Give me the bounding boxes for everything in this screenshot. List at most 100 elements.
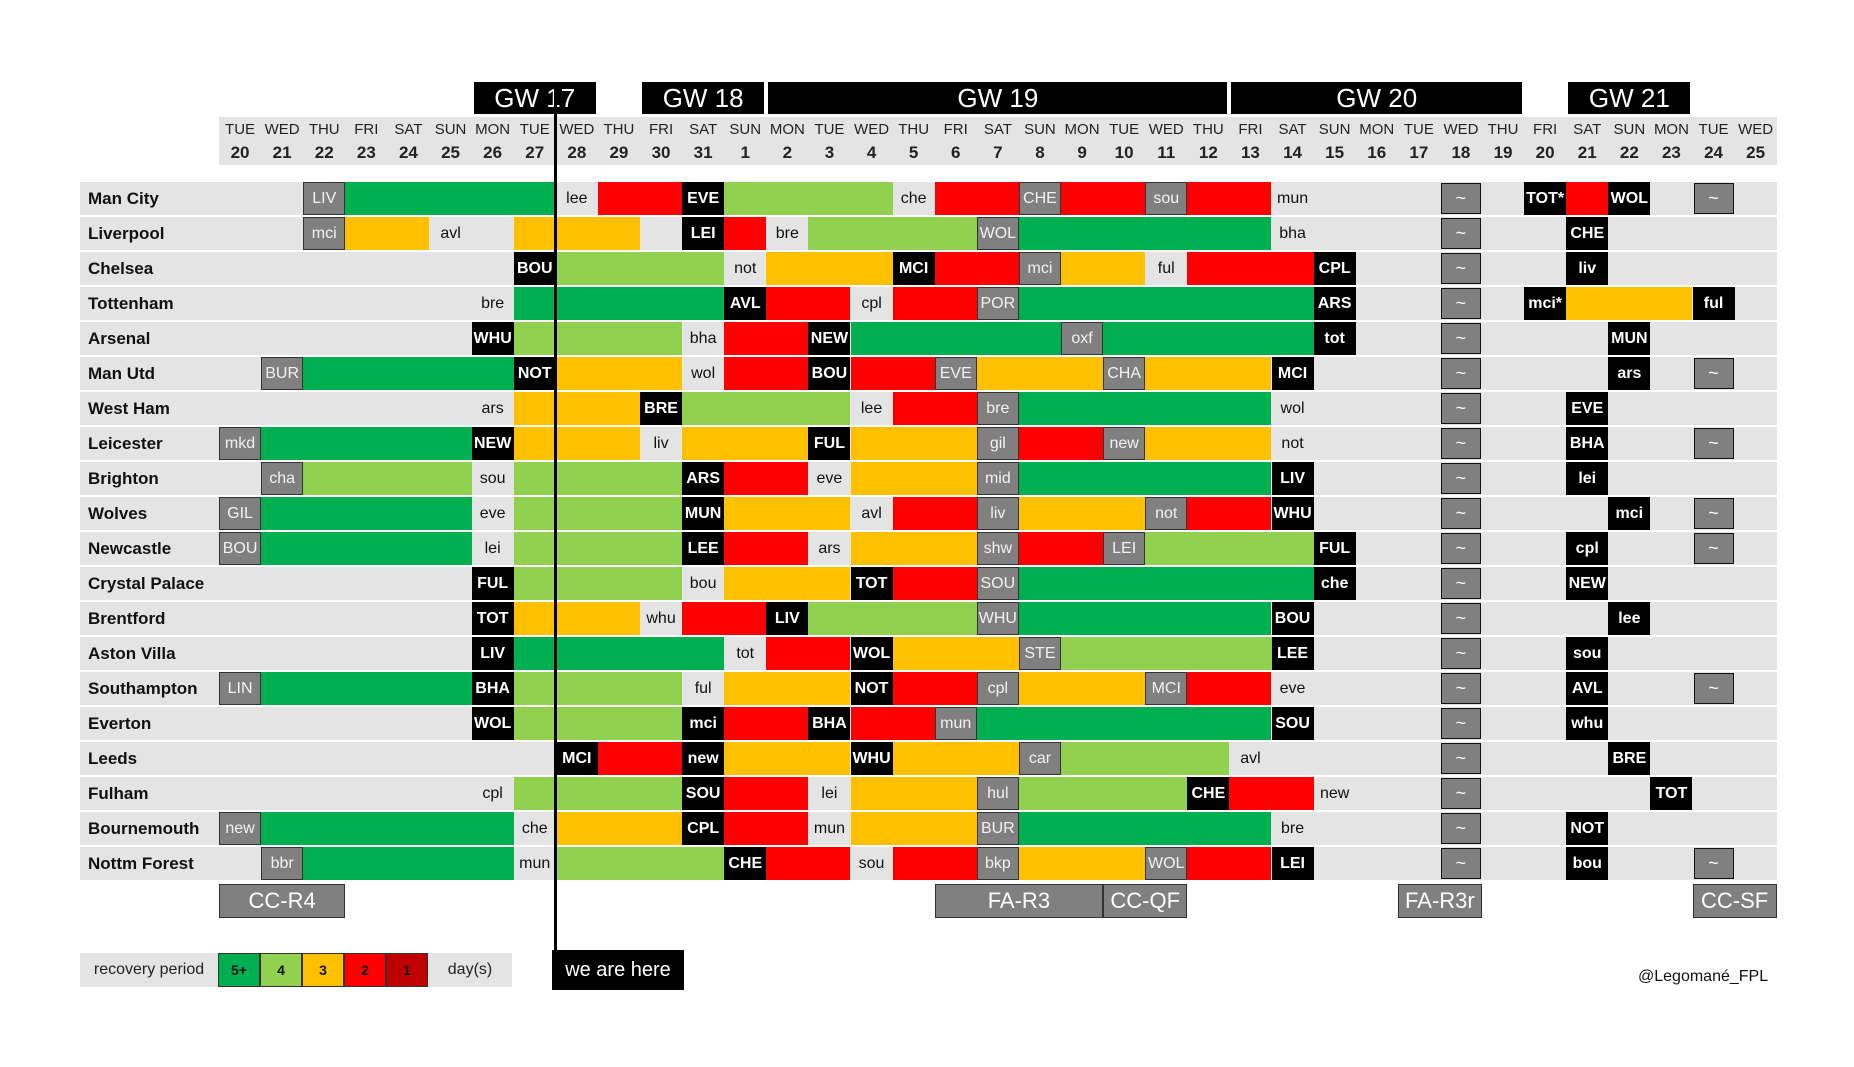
fixture-away-label: lee — [566, 189, 588, 207]
day-date: 12 — [1198, 143, 1218, 162]
cup-fixture-label: new — [219, 812, 262, 845]
fixture-away-label: new — [1319, 784, 1350, 802]
cup-fixture-label: POR — [976, 287, 1019, 320]
fixture-away-label: ful — [1157, 259, 1175, 277]
cup-round-label: CC-R4 — [219, 884, 346, 918]
day-of-week: SUN — [729, 120, 762, 138]
fixture-away-label: mun — [519, 854, 551, 872]
fixture-home-label: liv — [1566, 252, 1609, 285]
day-date: 25 — [441, 143, 460, 162]
recovery-bar — [1061, 182, 1146, 215]
legend-swatch: 4 — [260, 953, 302, 987]
day-of-week: FRI — [1238, 120, 1263, 138]
recovery-bar — [1061, 637, 1272, 670]
gameweek-header: GW 20 — [1231, 82, 1523, 114]
recovery-bar — [1018, 672, 1146, 705]
recovery-bar — [892, 287, 977, 320]
recovery-bar — [261, 497, 472, 530]
fixture-home-label: SOU — [682, 777, 725, 810]
cup-fixture-label: LIV — [303, 182, 346, 215]
cup-fixture-label: new — [1103, 427, 1146, 460]
fixture-home-label: bou — [1566, 847, 1609, 880]
team-name: Leicester — [88, 433, 163, 453]
recovery-bar — [1187, 672, 1272, 705]
cup-fixture-label: bre — [976, 392, 1019, 425]
legend-suffix: day(s) — [447, 961, 493, 978]
fixture-home-label: MUN — [1608, 322, 1651, 355]
day-of-week: THU — [898, 120, 930, 138]
fixture-home-label: whu — [1566, 707, 1609, 740]
team-name: Crystal Palace — [88, 573, 205, 593]
day-date: 19 — [1493, 143, 1513, 162]
fixture-away-label: not — [1281, 434, 1304, 452]
team-name: West Ham — [88, 398, 170, 418]
cup-fixture-label: mkd — [219, 427, 262, 460]
author-credit: @Legomané_FPL — [1638, 968, 1769, 985]
recovery-bar — [766, 287, 851, 320]
recovery-bar — [513, 567, 556, 600]
day-of-week: WED — [1148, 120, 1184, 138]
recovery-bar — [1018, 567, 1314, 600]
fixture-home-label: LEE — [682, 532, 725, 565]
day-date: 14 — [1283, 143, 1302, 162]
fixture-home-label: mci — [1608, 497, 1651, 530]
recovery-bar — [555, 497, 683, 530]
recovery-bar — [1018, 847, 1146, 880]
fixture-home-label: NEW — [471, 427, 514, 460]
current-date-line — [553, 82, 557, 990]
blank-gameweek-marker: ~ — [1693, 183, 1734, 214]
fixture-home-label: LIV — [1271, 462, 1314, 495]
recovery-bar — [1018, 777, 1188, 810]
fixture-away-label: whu — [646, 609, 676, 627]
recovery-bar — [597, 182, 683, 215]
fixture-away-label: lee — [860, 399, 883, 417]
recovery-bar — [303, 357, 514, 390]
recovery-bar — [1187, 847, 1272, 880]
recovery-bar — [1566, 287, 1693, 320]
day-date: 3 — [824, 143, 835, 162]
fixture-home-label: TOT — [471, 602, 514, 635]
cup-fixture-label: bkp — [976, 847, 1019, 880]
day-date: 31 — [693, 143, 713, 162]
fixture-away-label: avl — [861, 504, 882, 522]
recovery-bar — [555, 777, 683, 810]
blank-gameweek-marker: ~ — [1693, 358, 1734, 389]
recovery-bar — [1187, 252, 1314, 285]
fixture-away-label: che — [521, 819, 548, 837]
fixture-home-label: FUL — [1313, 532, 1356, 565]
team-name: Bournemouth — [88, 818, 200, 838]
fixture-home-label: ars — [1608, 357, 1651, 390]
cup-round-label: FA-R3 — [934, 884, 1104, 918]
recovery-bar — [303, 847, 514, 880]
recovery-bar — [976, 707, 1272, 740]
fixture-home-label: NOT — [513, 357, 556, 390]
legend-swatch: 3 — [302, 953, 344, 987]
day-of-week: MON — [1359, 120, 1395, 138]
recovery-bar — [808, 217, 977, 250]
fixture-home-label: MCI — [892, 252, 935, 285]
day-of-week: MON — [475, 120, 511, 138]
fixture-home-label: MCI — [1271, 357, 1314, 390]
fixture-home-label: BOU — [513, 252, 556, 285]
day-date: 18 — [1451, 143, 1471, 162]
fixture-home-label: LIV — [766, 602, 809, 635]
fixture-away-label: bre — [775, 224, 799, 242]
recovery-bar — [513, 497, 556, 530]
fixture-home-label: EVE — [1566, 392, 1609, 425]
recovery-bar — [513, 392, 556, 425]
recovery-bar — [808, 602, 977, 635]
legend-swatch: 5+ — [218, 953, 260, 987]
blank-gameweek-marker: ~ — [1693, 848, 1734, 879]
fixture-home-label: MCI — [555, 742, 598, 775]
blank-gameweek-marker: ~ — [1440, 498, 1481, 529]
day-date: 23 — [356, 143, 376, 162]
day-of-week: WED — [1443, 120, 1479, 138]
day-of-week: SAT — [394, 120, 423, 138]
team-name: Liverpool — [88, 223, 165, 243]
blank-gameweek-marker: ~ — [1440, 323, 1481, 354]
recovery-bar — [555, 462, 683, 495]
recovery-bar — [724, 812, 809, 845]
recovery-bar — [1018, 392, 1272, 425]
fixture-away-label: mun — [1276, 189, 1309, 207]
